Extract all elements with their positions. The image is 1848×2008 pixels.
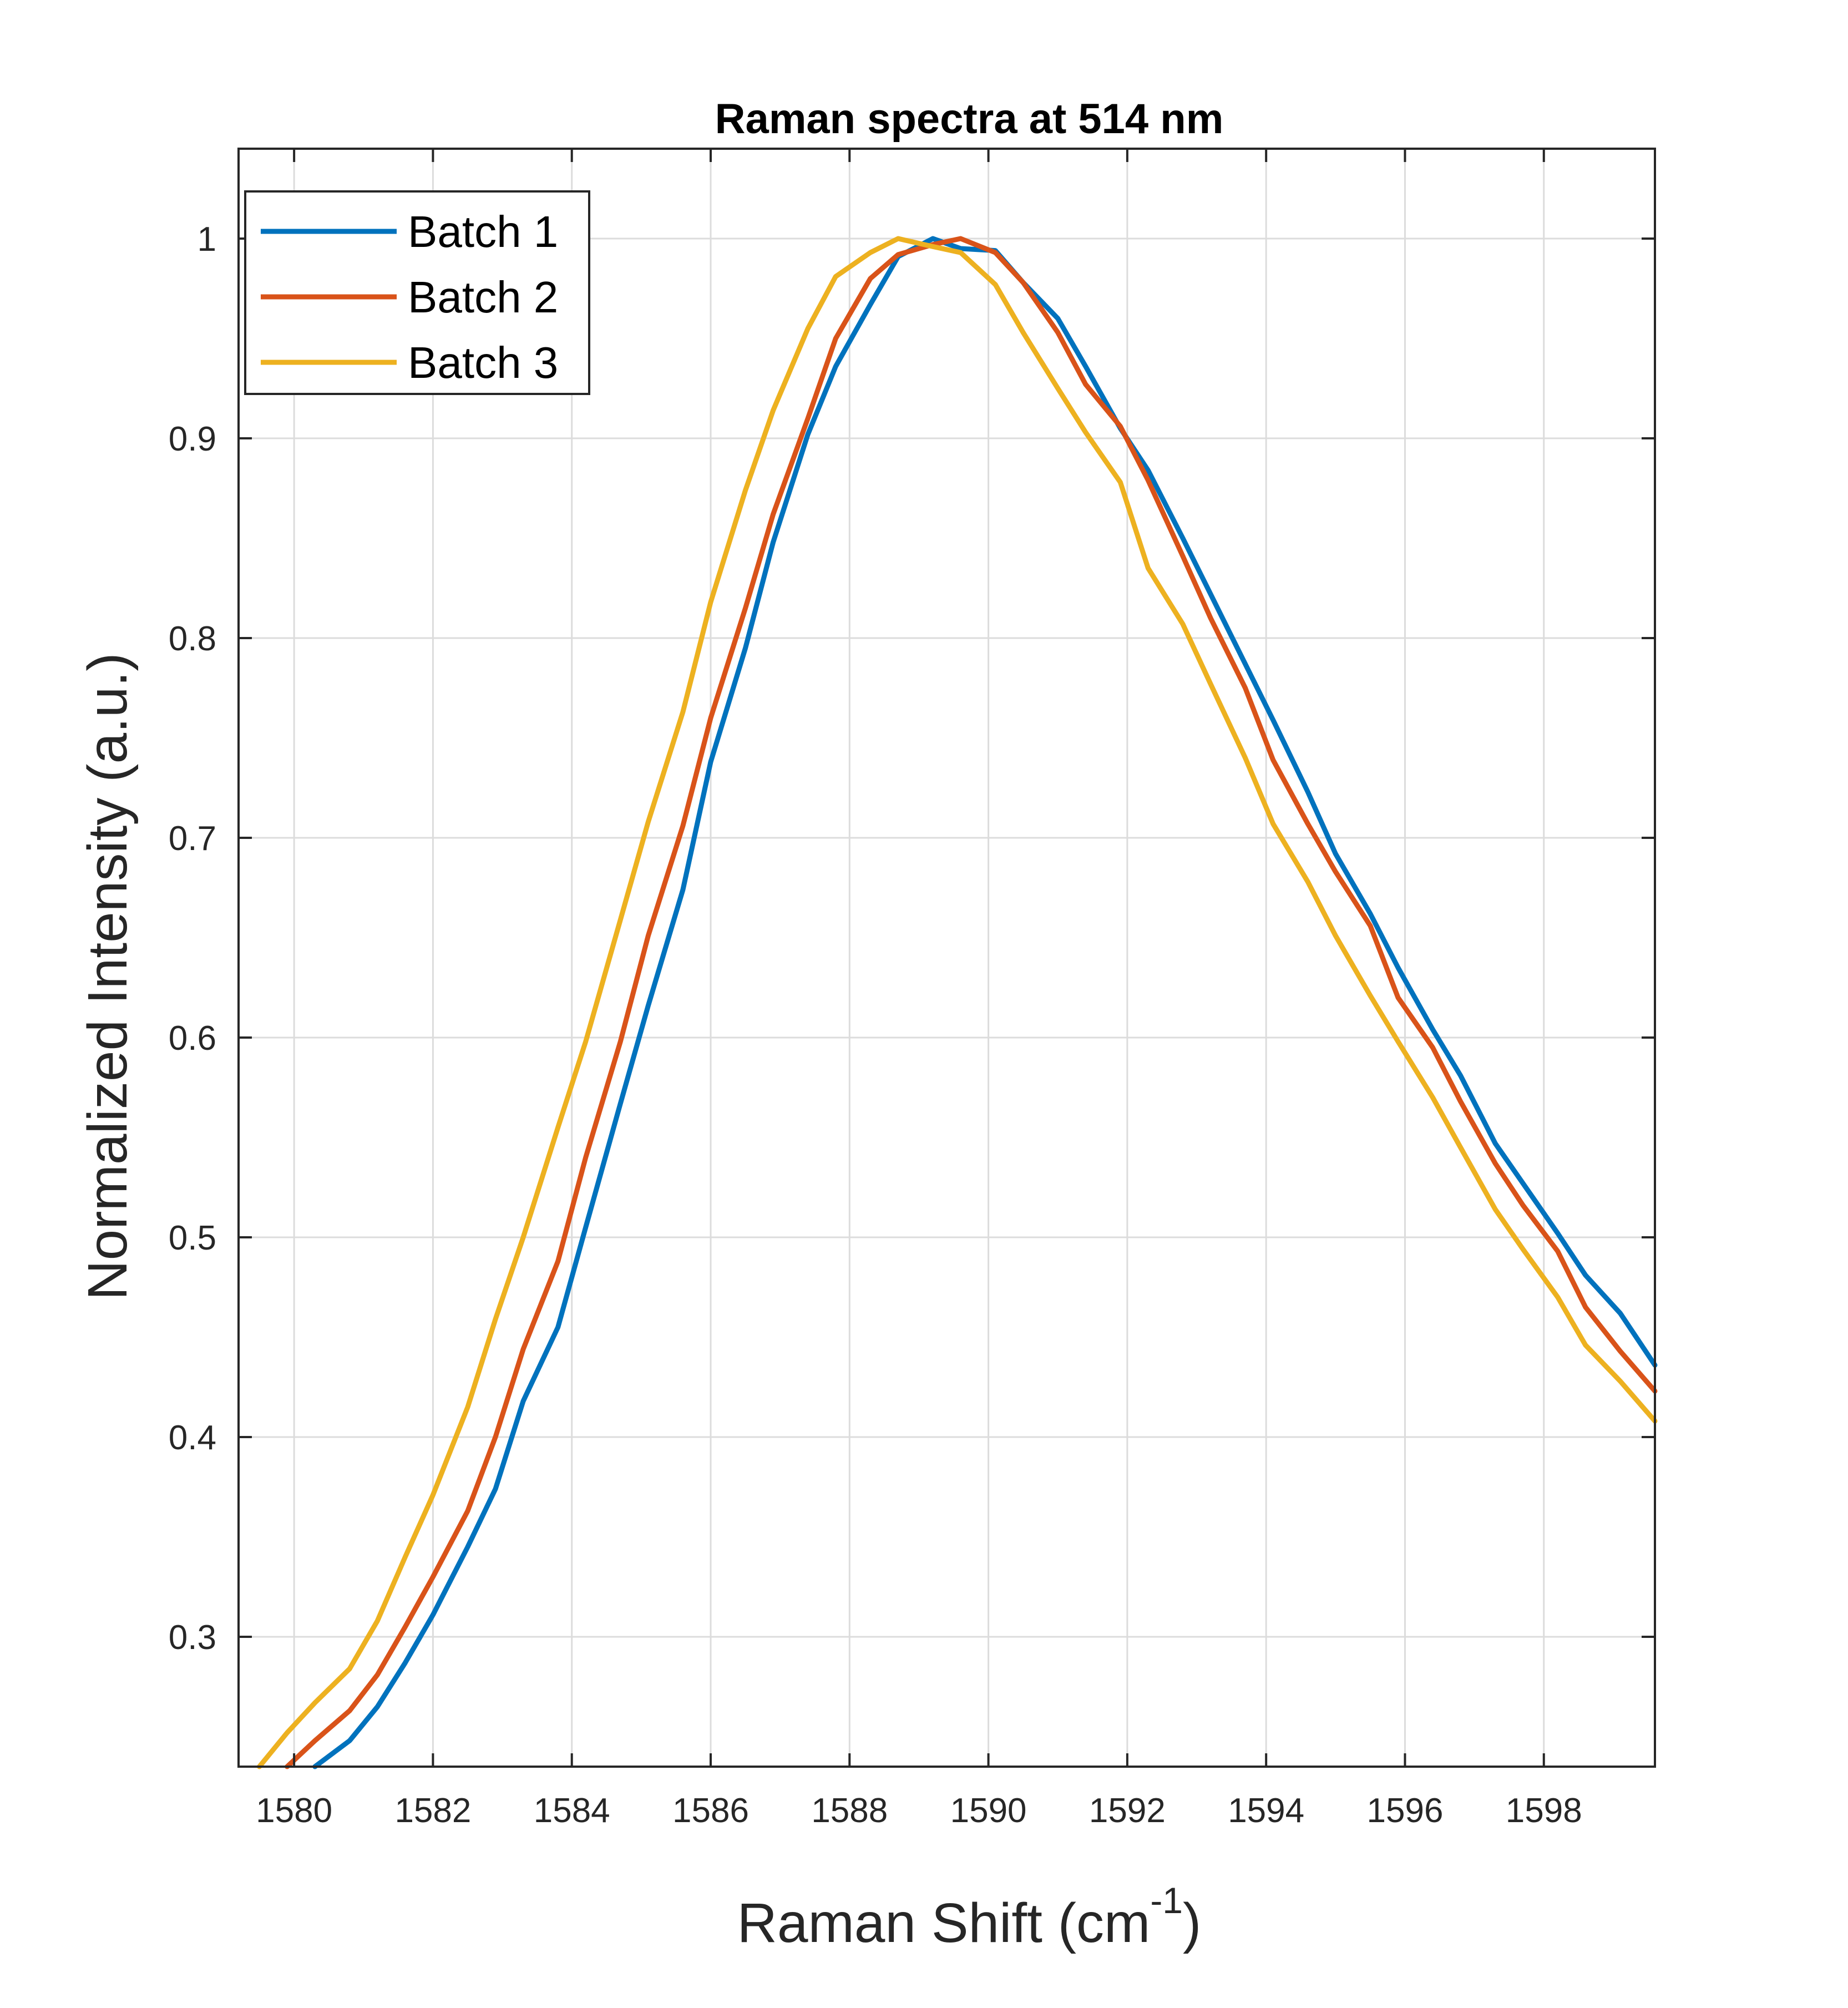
ticks [239, 149, 1655, 1767]
y-tick-label: 0.8 [169, 620, 216, 658]
axes-box [237, 148, 1656, 1768]
series-group [257, 236, 1658, 1769]
chart-title: Raman spectra at 514 nm [715, 95, 1224, 143]
series-line-batch-2 [285, 236, 1658, 1769]
legend-label-batch-2: Batch 2 [408, 272, 558, 322]
x-tick-label: 1586 [672, 1792, 749, 1830]
x-tick-label: 1588 [811, 1792, 888, 1830]
tick-labels: 1580 1582 1584 1586 1588 1590 1592 1594 1596 1598… [169, 220, 1582, 1830]
legend-label-batch-3: Batch 3 [408, 338, 558, 387]
y-tick-label: 0.5 [169, 1219, 216, 1257]
y-tick-label: 0.6 [169, 1019, 216, 1058]
series-line-batch-3 [257, 236, 1658, 1769]
y-tick-label: 1 [198, 220, 216, 259]
x-axis-label-main: Raman Shift (cm [737, 1892, 1151, 1954]
x-axis-label-close: ) [1183, 1892, 1201, 1954]
y-tick-label: 0.4 [169, 1419, 216, 1457]
x-tick-label: 1582 [394, 1792, 471, 1830]
x-tick-label: 1596 [1367, 1792, 1444, 1830]
y-axis-label: Normalized Intensity (a.u.) [77, 653, 139, 1300]
x-tick-label: 1584 [534, 1792, 610, 1830]
legend: Batch 1 Batch 2 Batch 3 [244, 190, 590, 395]
y-tick-label: 0.3 [169, 1618, 216, 1657]
x-tick-label: 1594 [1228, 1792, 1304, 1830]
series-line-batch-1 [312, 236, 1658, 1769]
x-tick-label: 1590 [950, 1792, 1027, 1830]
x-tick-label: 1580 [256, 1792, 332, 1830]
legend-entries: Batch 1 Batch 2 Batch 3 [261, 207, 558, 387]
x-axis-label-superscript: -1 [1150, 1880, 1183, 1921]
x-axis-label: Raman Shift (cm-1) [737, 1880, 1202, 1954]
y-tick-label: 0.9 [169, 420, 216, 458]
x-tick-label: 1592 [1089, 1792, 1166, 1830]
legend-label-batch-1: Batch 1 [408, 207, 558, 256]
y-tick-label: 0.7 [169, 820, 216, 858]
x-tick-label: 1598 [1506, 1792, 1582, 1830]
grid [239, 149, 1655, 1767]
